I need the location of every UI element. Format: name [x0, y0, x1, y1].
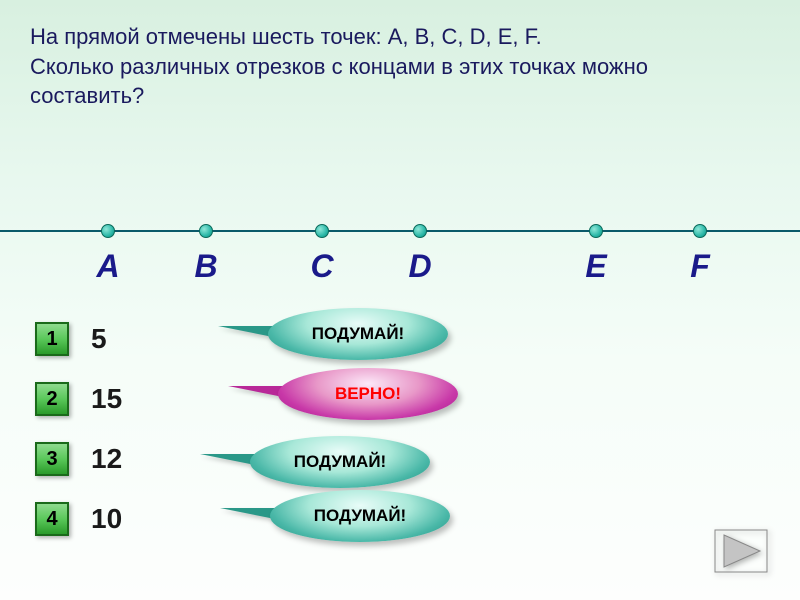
answer-row-1: 15	[35, 320, 141, 358]
answers-panel: 15215312410	[35, 320, 141, 560]
answer-button-4[interactable]: 4	[35, 502, 69, 536]
question-line2: Сколько различных отрезков с концами в э…	[30, 54, 648, 79]
answer-row-2: 2 15	[35, 380, 141, 418]
answer-value-3: 12	[91, 443, 141, 475]
answer-button-2[interactable]: 2	[35, 382, 69, 416]
point-d	[413, 224, 427, 238]
point-b	[199, 224, 213, 238]
answer-button-3[interactable]: 3	[35, 442, 69, 476]
answer-value-4: 10	[91, 503, 141, 535]
point-e	[589, 224, 603, 238]
question-text: На прямой отмечены шесть точек: А, В, С,…	[0, 0, 800, 111]
point-label-b: B	[194, 248, 217, 285]
point-label-a: A	[96, 248, 119, 285]
question-line3: составить?	[30, 83, 144, 108]
feedback-text-2: ВЕРНО!	[278, 368, 458, 420]
number-line: ABCDEF	[0, 230, 800, 232]
answer-button-1[interactable]: 1	[35, 322, 69, 356]
answer-value-1: 5	[91, 323, 141, 355]
point-f	[693, 224, 707, 238]
question-line1: На прямой отмечены шесть точек: А, В, С,…	[30, 24, 542, 49]
point-a	[101, 224, 115, 238]
point-label-e: E	[585, 248, 606, 285]
next-button[interactable]	[714, 529, 768, 578]
point-label-c: C	[310, 248, 333, 285]
point-label-d: D	[408, 248, 431, 285]
point-label-f: F	[690, 248, 710, 285]
feedback-text-4: ПОДУМАЙ!	[270, 490, 450, 542]
answer-row-4: 4 10	[35, 500, 141, 538]
feedback-text-1: ПОДУМАЙ!	[268, 308, 448, 360]
answer-row-3: 3 12	[35, 440, 141, 478]
point-c	[315, 224, 329, 238]
feedback-text-3: ПОДУМАЙ!	[250, 436, 430, 488]
answer-value-2: 15	[91, 383, 141, 415]
